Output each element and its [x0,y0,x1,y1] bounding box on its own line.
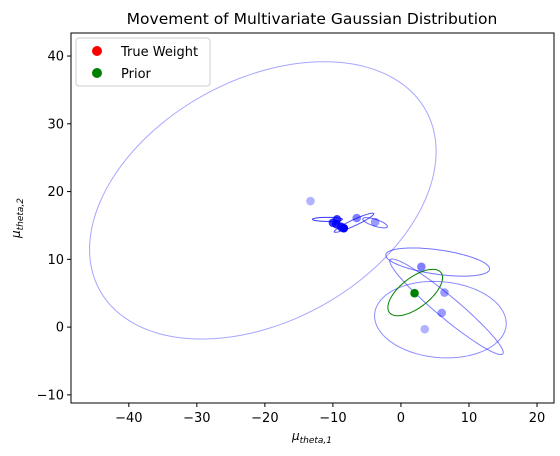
legend-marker-true-weight [92,46,102,56]
plot-frame [70,32,555,404]
posterior-mean-point-1 [306,196,315,206]
posterior-ellipse-6 [362,217,388,229]
posterior-mean-point-10 [440,288,449,297]
posterior-ellipse-1 [89,61,437,340]
y-tick-label: 10 [47,253,64,268]
legend: True Weight Prior [75,37,211,87]
y-tick-label: 0 [56,321,64,336]
prior-ellipse [387,268,444,317]
posterior-ellipse-2 [374,280,507,359]
x-tick-label: −30 [183,411,210,426]
legend-box [75,37,211,87]
x-tick-label: −10 [319,411,346,426]
x-axis: −40 −30 −20 −10 0 10 20 [115,403,545,426]
y-axis: −10 0 10 20 30 40 [37,50,71,403]
legend-label-true-weight: True Weight [120,45,198,60]
y-tick-label: 30 [47,117,64,132]
posterior-mean-point-8 [339,223,349,233]
legend-label-prior: Prior [121,67,152,82]
legend-marker-prior [92,68,102,78]
plot-elements [89,61,507,359]
posterior-ellipse-7 [333,212,375,233]
prior-point [410,288,419,298]
posterior-mean-point-9 [417,262,426,272]
y-tick-label: 40 [47,50,64,65]
posterior-ellipse-4 [385,247,491,277]
posterior-mean-point-2 [352,213,362,223]
chart-title: Movement of Multivariate Gaussian Distri… [127,10,498,28]
posterior-mean-point-3 [370,217,380,227]
x-tick-label: 0 [397,411,405,426]
y-tick-label: 20 [47,185,64,200]
posterior-mean-point-11 [437,308,447,318]
x-axis-label: μtheta,1 [291,429,332,446]
y-tick-label: −10 [37,388,64,403]
x-tick-label: −40 [115,411,142,426]
y-axis-label: μtheta,2 [9,198,26,239]
x-tick-label: −20 [251,411,278,426]
posterior-ellipse-3 [389,258,504,356]
x-tick-label: 10 [461,411,478,426]
posterior-mean-point-12 [420,324,430,334]
x-tick-label: 20 [529,411,546,426]
